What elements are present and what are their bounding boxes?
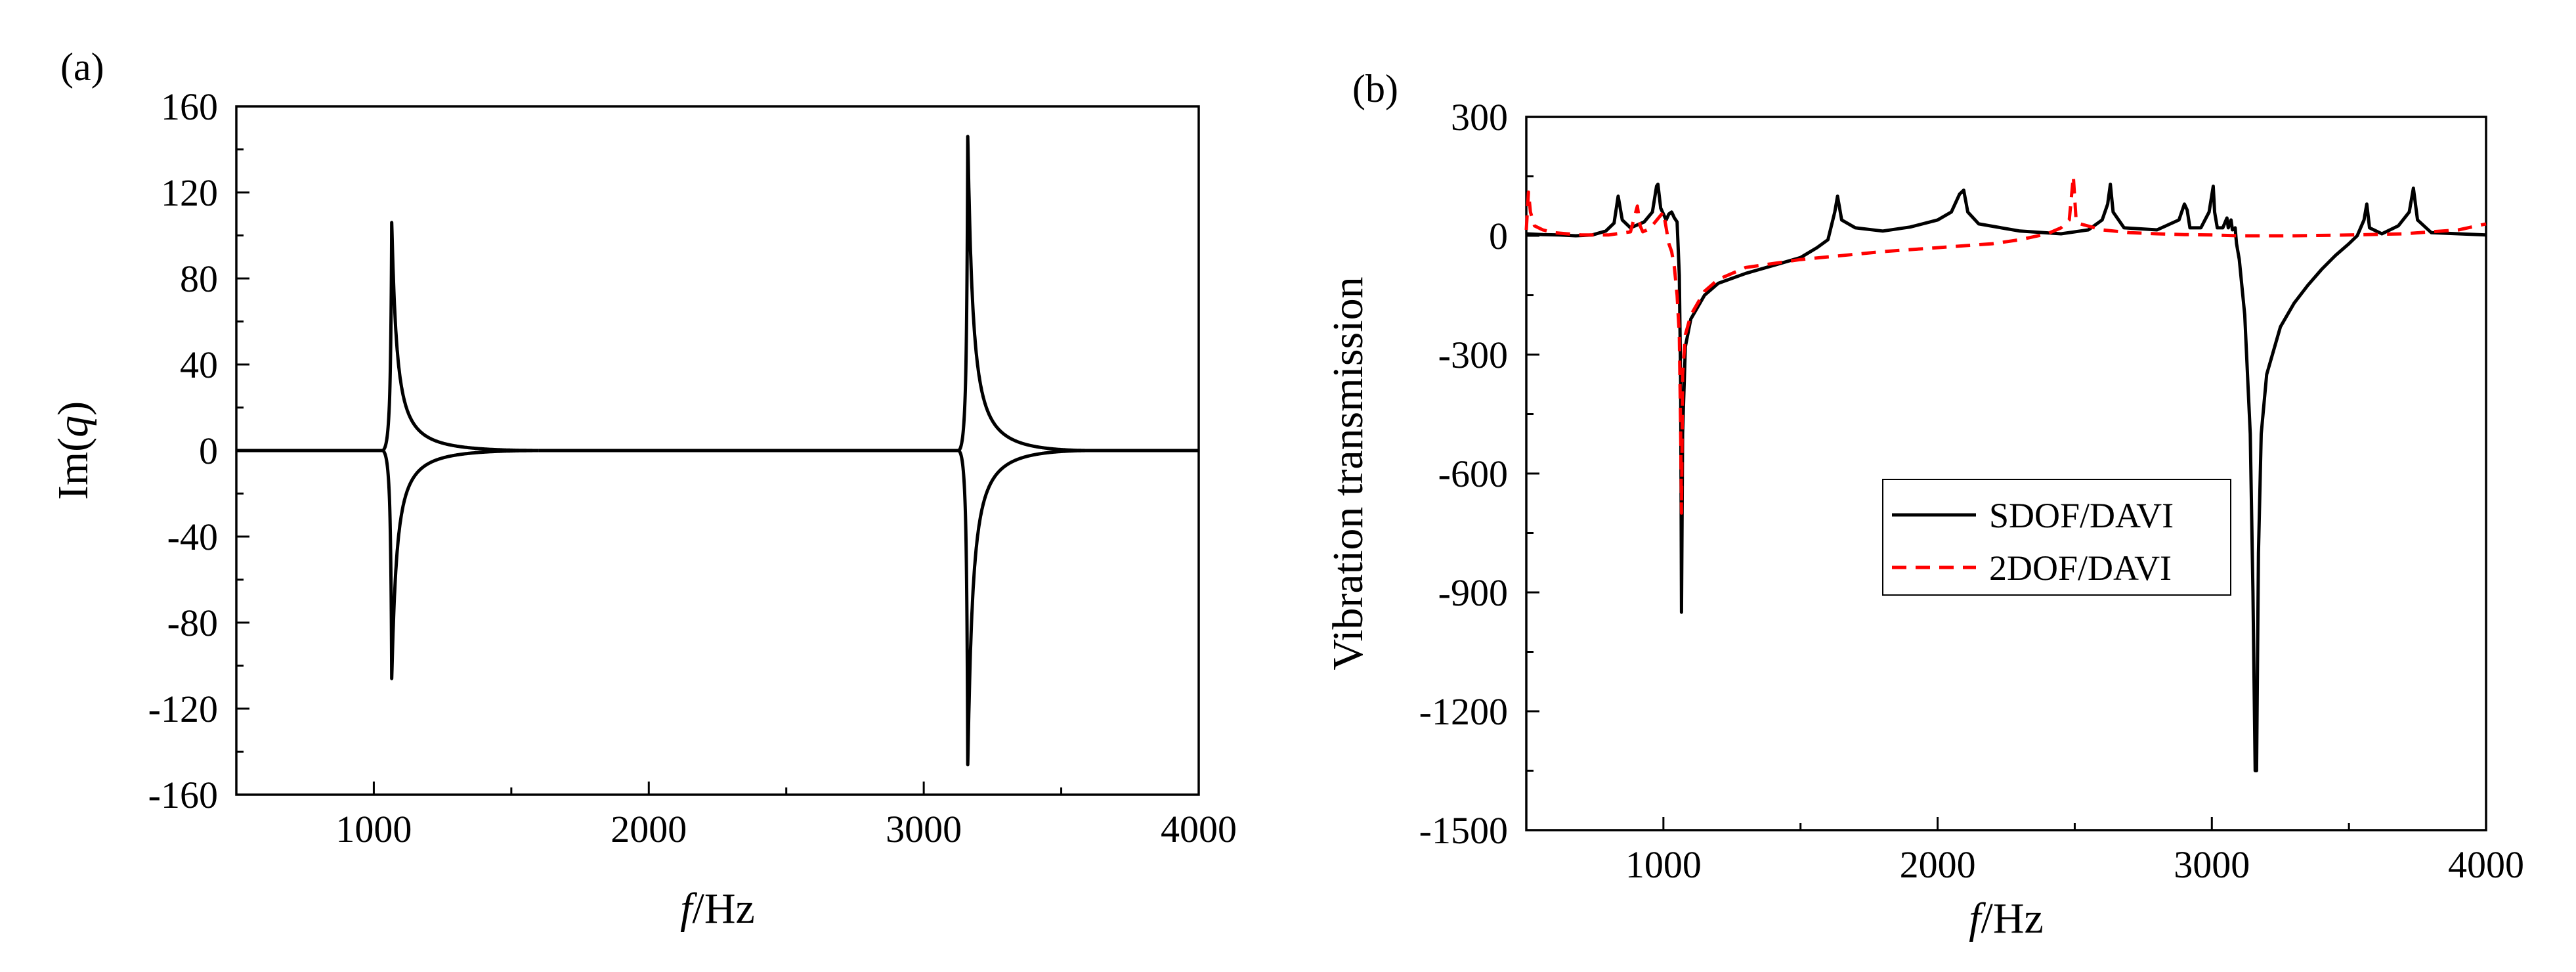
panel-b-y-tick-label: -900 bbox=[1438, 571, 1508, 614]
legend-box bbox=[1882, 479, 2231, 596]
panel-a-y-tick-label: -160 bbox=[148, 774, 218, 816]
panel-b-x-tick-label: 1000 bbox=[1625, 843, 1702, 886]
panel-a-y-tick-label: 80 bbox=[180, 257, 218, 300]
panel-b-label: (b) bbox=[1352, 67, 1398, 110]
panel-b-series bbox=[1524, 175, 2487, 772]
series-lower-branch bbox=[957, 449, 1090, 766]
legend-label-sdof: SDOF/DAVI bbox=[1989, 496, 2174, 535]
panel-a-series bbox=[236, 135, 1199, 766]
series-upper-branch bbox=[957, 135, 1090, 453]
panel-b-y-tick-label: -1500 bbox=[1419, 809, 1508, 852]
panel-a-y-tick-label: 120 bbox=[161, 171, 218, 214]
panel-b-y-tick-label: 300 bbox=[1451, 96, 1508, 139]
panel-b-legend: SDOF/DAVI 2DOF/DAVI bbox=[1882, 479, 2231, 596]
legend-label-2dof: 2DOF/DAVI bbox=[1989, 548, 2172, 588]
panel-b-x-tick-label: 3000 bbox=[2174, 843, 2250, 886]
panel-b-x-axis-title: f/Hz bbox=[1969, 895, 2044, 942]
panel-b: (b) 1000 2000 3000 4000-1500-1200-900-600-3… bbox=[1324, 67, 2524, 942]
panel-a-x-tick-label: 1000 bbox=[335, 808, 412, 850]
panel-a-ticks: 1000 2000 3000 4000 -160 -120 -80 -40 0 40 80 120 16… bbox=[148, 85, 1237, 850]
series-lower-branch bbox=[381, 449, 540, 680]
panel-b-y-tick-label: -300 bbox=[1438, 334, 1508, 376]
panel-a-x-axis-title: f/Hz bbox=[680, 885, 755, 933]
series-line-sdof bbox=[1526, 183, 2487, 772]
panel-b-frame bbox=[1525, 116, 2487, 831]
panel-a-x-tick-label: 4000 bbox=[1161, 808, 1237, 850]
panel-b-y-tick-label: -1200 bbox=[1419, 690, 1508, 733]
panel-a-x-tick-label: 3000 bbox=[886, 808, 962, 850]
panel-a-y-tick-label: -80 bbox=[167, 602, 218, 644]
panel-a-y-axis-title: Im(q) bbox=[49, 401, 97, 500]
panel-a-y-tick-label: 0 bbox=[199, 430, 218, 472]
panel-b-y-tick-label: -600 bbox=[1438, 453, 1508, 495]
panel-a-label: (a) bbox=[60, 45, 104, 89]
panel-a-y-tick-label: 40 bbox=[180, 343, 218, 386]
panel-b-x-tick-label: 2000 bbox=[1900, 843, 1976, 886]
series-line-2dof bbox=[1524, 175, 2487, 515]
panel-a-x-tick-label: 2000 bbox=[611, 808, 687, 850]
panel-b-y-tick-label: 0 bbox=[1489, 215, 1508, 257]
panel-a-y-tick-label: -40 bbox=[167, 516, 218, 558]
panel-b-ticks: 1000 2000 3000 4000 -1500 -1200 -900 -600 -300 0 3… bbox=[1419, 96, 2524, 886]
panel-a-y-tick-label: 160 bbox=[161, 85, 218, 128]
panel-a: (a) 1000 2000 3000 4000-160-120-80-40040801… bbox=[49, 45, 1237, 933]
series-upper-branch bbox=[381, 221, 540, 453]
panel-a-y-tick-label: -120 bbox=[148, 688, 218, 730]
panel-b-x-tick-label: 4000 bbox=[2448, 843, 2524, 886]
panel-b-y-axis-title: Vibration transmission bbox=[1324, 276, 1372, 670]
